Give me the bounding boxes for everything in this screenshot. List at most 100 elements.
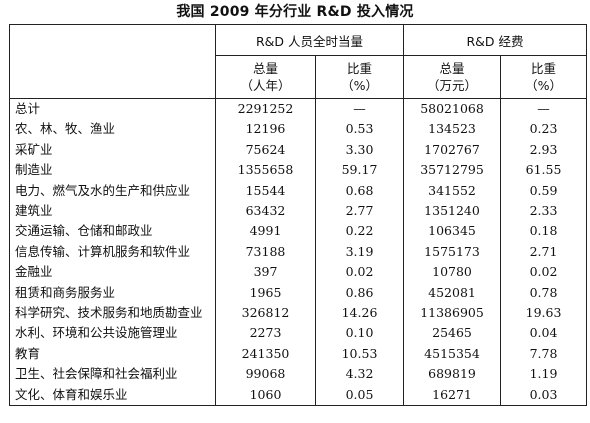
header-funds-total-unit: （万元） <box>427 78 478 93</box>
row-funds-total: 4515354 <box>403 343 501 365</box>
row-funds-total: 25465 <box>403 323 501 344</box>
header-funds-share-label: 比重 <box>531 61 557 76</box>
row-industry-name: 交通运输、仓储和邮政业 <box>9 221 216 242</box>
row-industry-name: 农、林、牧、渔业 <box>9 119 216 140</box>
table-row: 金融业 397 0.02 10780 0.02 <box>9 262 588 283</box>
row-funds-share: — <box>500 98 588 120</box>
row-industry-name: 卫生、社会保障和社会福利业 <box>9 364 216 385</box>
row-personnel-share: 10.53 <box>314 343 404 365</box>
header-group-personnel: R&D 人员全时当量 <box>214 24 404 56</box>
row-personnel-total: 73188 <box>215 241 316 263</box>
row-funds-share: 0.04 <box>500 323 588 344</box>
row-funds-share: 2.93 <box>500 139 588 161</box>
row-industry-name: 水利、环境和公共设施管理业 <box>9 323 216 344</box>
row-personnel-total: 326812 <box>215 303 316 324</box>
row-industry-name: 金融业 <box>9 262 216 283</box>
row-funds-total: 1351240 <box>403 201 501 222</box>
header-personnel-share-unit: （%） <box>341 78 378 93</box>
row-personnel-total: 2291252 <box>215 98 316 120</box>
header-funds-total: 总量 （万元） <box>403 55 501 99</box>
row-funds-share: 19.63 <box>500 303 588 324</box>
row-funds-total: 689819 <box>403 364 501 385</box>
table-row: 水利、环境和公共设施管理业 2273 0.10 25465 0.04 <box>9 323 588 344</box>
row-personnel-share: — <box>314 98 404 120</box>
row-personnel-total: 63432 <box>215 201 316 222</box>
row-funds-total: 341552 <box>403 180 501 202</box>
row-industry-name: 租赁和商务服务业 <box>9 282 216 304</box>
header-funds-share: 比重 （%） <box>500 55 588 99</box>
row-industry-name: 教育 <box>9 343 216 365</box>
row-funds-share: 0.78 <box>500 282 588 304</box>
table-row: 交通运输、仓储和邮政业 4991 0.22 106345 0.18 <box>9 221 588 242</box>
row-personnel-total: 15544 <box>215 180 316 202</box>
row-personnel-total: 1355658 <box>215 160 316 181</box>
header-funds-share-unit: （%） <box>525 78 562 93</box>
header-corner-cell <box>9 24 216 99</box>
table-row: 采矿业 75624 3.30 1702767 2.93 <box>9 139 588 161</box>
row-industry-name: 采矿业 <box>9 139 216 161</box>
row-funds-total: 134523 <box>403 119 501 140</box>
row-personnel-share: 3.19 <box>314 241 404 263</box>
row-personnel-total: 1060 <box>215 384 316 407</box>
row-personnel-total: 4991 <box>215 221 316 242</box>
row-personnel-total: 1965 <box>215 282 316 304</box>
table-row: 卫生、社会保障和社会福利业 99068 4.32 689819 1.19 <box>9 364 588 385</box>
row-personnel-share: 0.68 <box>314 180 404 202</box>
table-row: 科学研究、技术服务和地质勘查业 326812 14.26 11386905 19.63 <box>9 303 588 324</box>
row-personnel-share: 3.30 <box>314 139 404 161</box>
row-funds-share: 0.23 <box>500 119 588 140</box>
row-personnel-share: 0.53 <box>314 119 404 140</box>
table-row: 租赁和商务服务业 1965 0.86 452081 0.78 <box>9 282 588 304</box>
row-personnel-share: 14.26 <box>314 303 404 324</box>
row-personnel-share: 4.32 <box>314 364 404 385</box>
row-funds-total: 1575173 <box>403 241 501 263</box>
row-personnel-total: 2273 <box>215 323 316 344</box>
row-funds-share: 61.55 <box>500 160 588 181</box>
table-row: 制造业 1355658 59.17 35712795 61.55 <box>9 160 588 181</box>
row-personnel-share: 0.05 <box>314 384 404 407</box>
row-industry-name: 总计 <box>9 98 216 120</box>
row-personnel-total: 75624 <box>215 139 316 161</box>
row-funds-total: 452081 <box>403 282 501 304</box>
table-row: 文化、体育和娱乐业 1060 0.05 16271 0.03 <box>9 384 588 407</box>
row-funds-share: 0.59 <box>500 180 588 202</box>
row-personnel-share: 0.22 <box>314 221 404 242</box>
row-industry-name: 信息传输、计算机服务和软件业 <box>9 241 216 263</box>
row-personnel-share: 0.10 <box>314 323 404 344</box>
row-personnel-share: 0.86 <box>314 282 404 304</box>
table-row: 教育 241350 10.53 4515354 7.78 <box>9 343 588 365</box>
row-industry-name: 文化、体育和娱乐业 <box>9 384 216 407</box>
row-personnel-total: 397 <box>215 262 316 283</box>
row-funds-total: 16271 <box>403 384 501 407</box>
header-personnel-total-unit: （人年） <box>240 78 291 93</box>
row-industry-name: 建筑业 <box>9 201 216 222</box>
table-row: 建筑业 63432 2.77 1351240 2.33 <box>9 201 588 222</box>
row-personnel-total: 12196 <box>215 119 316 140</box>
header-personnel-total: 总量 （人年） <box>215 55 316 99</box>
row-funds-share: 7.78 <box>500 343 588 365</box>
row-funds-share: 0.03 <box>500 384 588 407</box>
header-personnel-share: 比重 （%） <box>314 55 404 99</box>
row-personnel-share: 59.17 <box>314 160 404 181</box>
row-funds-share: 2.71 <box>500 241 588 263</box>
row-industry-name: 电力、燃气及水的生产和供应业 <box>9 180 216 202</box>
table-row: 信息传输、计算机服务和软件业 73188 3.19 1575173 2.71 <box>9 241 588 263</box>
row-funds-share: 0.02 <box>500 262 588 283</box>
row-funds-total: 58021068 <box>403 98 501 120</box>
row-funds-total: 35712795 <box>403 160 501 181</box>
row-personnel-share: 0.02 <box>314 262 404 283</box>
row-personnel-share: 2.77 <box>314 201 404 222</box>
row-industry-name: 制造业 <box>9 160 216 181</box>
table-row: 农、林、牧、渔业 12196 0.53 134523 0.23 <box>9 119 588 140</box>
rd-investment-table: R&D 人员全时当量 R&D 经费 总量 （人年） 比重 （%） 总量 （万元）… <box>9 24 588 407</box>
table-body: 总计 2291252—58021068— 农、林、牧、渔业 12196 0.53 134… <box>9 98 588 407</box>
header-funds-total-label: 总量 <box>439 61 465 76</box>
table-row: 电力、燃气及水的生产和供应业 15544 0.68 341552 0.59 <box>9 180 588 202</box>
table-title: 我国 2009 年分行业 R&D 投入情况 <box>176 4 414 20</box>
header-group-funds: R&D 经费 <box>403 24 588 56</box>
row-funds-total: 11386905 <box>403 303 501 324</box>
row-funds-share: 0.18 <box>500 221 588 242</box>
table-row: 总计 2291252—58021068— <box>9 98 588 120</box>
row-industry-name: 科学研究、技术服务和地质勘查业 <box>9 303 216 324</box>
row-funds-share: 2.33 <box>500 201 588 222</box>
